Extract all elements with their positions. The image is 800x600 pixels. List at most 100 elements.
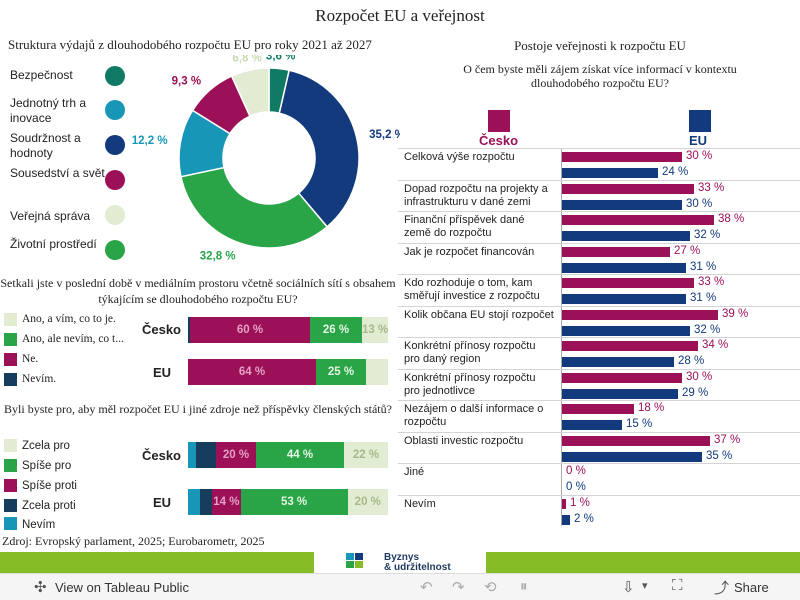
donut-legend-label: Životní prostředí xyxy=(10,237,97,251)
czech-bar-value: 39 % xyxy=(722,307,749,320)
media-legend-label: Ne. xyxy=(22,353,39,365)
download-icon[interactable]: ⇩ xyxy=(622,579,635,596)
pause-icon[interactable]: ⏸ xyxy=(520,578,528,595)
media-bar-segment[interactable]: 64 % xyxy=(188,359,316,385)
czech-bar[interactable] xyxy=(562,435,710,446)
donut-legend-swatch[interactable] xyxy=(105,205,125,225)
eu-bar[interactable] xyxy=(562,199,682,210)
czech-bar[interactable] xyxy=(562,215,714,225)
czech-legend-swatch[interactable] xyxy=(488,110,510,132)
chevron-down-icon[interactable]: ▾ xyxy=(642,580,648,592)
interest-row: Nevím xyxy=(398,494,800,527)
czech-bar[interactable] xyxy=(562,372,682,383)
czech-bar-value: 0 % xyxy=(566,465,586,477)
tableau-toolbar: ✣ View on Tableau Public ↶ ↷ ⟲ ⏸ ⇩ ▾ ⛶ ⤴… xyxy=(0,573,800,600)
media-legend-swatch[interactable] xyxy=(4,373,17,386)
sources-question: Byli byste pro, aby měl rozpočet EU i ji… xyxy=(4,402,392,416)
sources-bar-segment[interactable] xyxy=(188,442,196,468)
eu-bar[interactable] xyxy=(562,451,702,462)
donut-legend-swatch[interactable] xyxy=(105,170,125,190)
revert-icon[interactable]: ⟲ xyxy=(484,579,497,596)
donut-legend-swatch[interactable] xyxy=(105,100,125,120)
eu-bar[interactable] xyxy=(562,325,690,336)
donut-legend-swatch[interactable] xyxy=(105,240,125,260)
sources-legend-swatch[interactable] xyxy=(4,479,17,492)
czech-bar-value: 37 % xyxy=(714,433,741,446)
eu-bar[interactable] xyxy=(562,262,686,273)
czech-bar[interactable] xyxy=(562,278,694,288)
sources-stacked-bar[interactable]: 14 % 53 % 20 % xyxy=(188,489,388,515)
eu-bar[interactable] xyxy=(562,231,690,241)
undo-icon[interactable]: ↶ xyxy=(420,579,433,596)
brand-logo-line: Byznys xyxy=(384,552,420,563)
eu-bar[interactable] xyxy=(562,357,674,367)
media-bar-segment[interactable]: 60 % xyxy=(190,317,310,343)
donut-chart[interactable]: 3,6 % 35,2 % 32,8 % 12,2 % 9,3 % 6,8 % xyxy=(130,55,400,270)
eu-bar-value: 24 % xyxy=(662,166,689,178)
donut-slice[interactable] xyxy=(278,69,360,228)
right-panel-title: Postoje veřejnosti k rozpočtu EU xyxy=(514,38,686,53)
media-bar-segment[interactable]: 13 % xyxy=(362,317,388,343)
czech-bar[interactable] xyxy=(562,498,566,509)
donut-legend-swatch[interactable] xyxy=(105,66,125,86)
media-bar-segment[interactable] xyxy=(366,359,388,385)
media-bar-segment[interactable]: 26 % xyxy=(310,317,362,343)
sources-stacked-bar[interactable]: 20 % 44 % 22 % xyxy=(188,442,388,468)
interest-row: Jak je rozpočet financován xyxy=(398,242,800,275)
eu-legend-swatch[interactable] xyxy=(689,110,711,132)
share-icon[interactable]: ⤴ xyxy=(714,580,730,597)
sources-bar-segment[interactable] xyxy=(188,489,201,515)
media-stacked-bar[interactable]: 60 % 26 % 13 % xyxy=(188,317,388,343)
media-legend-swatch[interactable] xyxy=(4,333,17,346)
sources-bar-segment[interactable]: 22 % xyxy=(344,442,388,468)
eu-bar-value: 31 % xyxy=(690,260,717,273)
czech-bar[interactable] xyxy=(562,152,682,162)
eu-bar[interactable] xyxy=(562,294,686,304)
eu-bar-value: 29 % xyxy=(682,386,709,399)
donut-slice[interactable] xyxy=(180,166,329,249)
czech-bar[interactable] xyxy=(562,183,694,194)
media-bar-segment[interactable] xyxy=(188,317,190,343)
brand-logo-line: & udržitelnost xyxy=(384,562,451,573)
donut-chart-title: Struktura výdajů z dlouhodobého rozpočtu… xyxy=(8,37,372,52)
sources-legend-swatch[interactable] xyxy=(4,517,17,530)
donut-slice-label: 12,2 % xyxy=(132,135,168,147)
interest-row: Kdo rozhoduje o tom, kam směřují investi… xyxy=(398,274,800,306)
sources-bar-segment[interactable]: 20 % xyxy=(347,489,388,515)
interest-row: Jiné xyxy=(398,463,800,495)
view-on-tableau-link[interactable]: View on Tableau Public xyxy=(55,580,189,595)
sources-bar-segment[interactable]: 44 % xyxy=(256,442,344,468)
fullscreen-icon[interactable]: ⛶ xyxy=(672,577,683,594)
interest-row-label: Konkrétní přínosy rozpočtu pro daný regi… xyxy=(404,340,536,365)
eu-bar[interactable] xyxy=(562,420,622,430)
sources-legend-swatch[interactable] xyxy=(4,499,17,512)
interest-row: Nezájem o další informace o rozpočtu xyxy=(398,400,800,432)
donut-slice[interactable] xyxy=(230,67,270,118)
media-legend-swatch[interactable] xyxy=(4,313,17,326)
sources-legend-swatch[interactable] xyxy=(4,459,17,472)
sources-legend-swatch[interactable] xyxy=(4,439,17,452)
redo-icon[interactable]: ↷ xyxy=(452,579,465,596)
sources-bar-segment[interactable] xyxy=(200,489,213,515)
media-stacked-bar[interactable]: 64 % 25 % xyxy=(188,359,388,385)
interest-row: Konkrétní přínosy rozpočtu pro jednotliv… xyxy=(398,368,800,401)
czech-bar[interactable] xyxy=(562,246,670,257)
czech-bar[interactable] xyxy=(562,309,718,320)
media-bar-segment[interactable]: 25 % xyxy=(316,359,366,385)
sources-bar-segment[interactable]: 53 % xyxy=(240,489,348,515)
eu-bar[interactable] xyxy=(562,168,658,178)
eu-bar[interactable] xyxy=(562,514,570,525)
sources-bar-segment[interactable] xyxy=(196,442,216,468)
tableau-logo-icon[interactable]: ✣ xyxy=(34,579,47,596)
eu-legend-label: EU xyxy=(689,133,708,148)
media-legend-swatch[interactable] xyxy=(4,353,17,366)
eu-bar[interactable] xyxy=(562,388,678,399)
share-button[interactable]: Share xyxy=(734,580,769,595)
interest-row: Celková výše rozpočtu xyxy=(398,148,800,180)
czech-bar[interactable] xyxy=(562,341,698,351)
sources-bar-segment[interactable]: 14 % xyxy=(212,489,241,515)
interest-row-label: Nezájem o další informace o rozpočtu xyxy=(404,403,544,428)
czech-bar[interactable] xyxy=(562,404,634,414)
sources-bar-segment[interactable]: 20 % xyxy=(216,442,256,468)
donut-legend-swatch[interactable] xyxy=(105,135,125,155)
